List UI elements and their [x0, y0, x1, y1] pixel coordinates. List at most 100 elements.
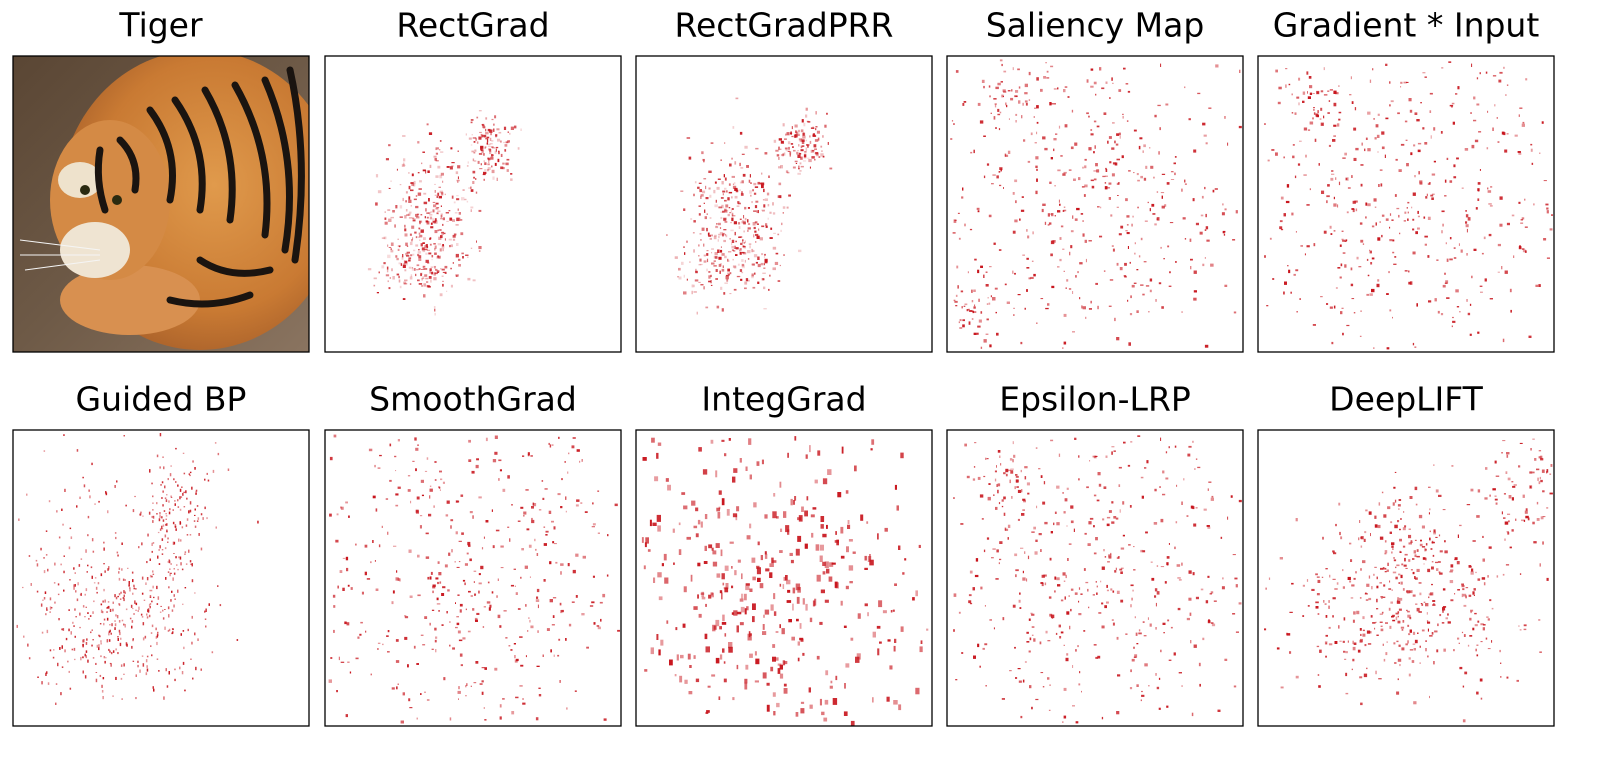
saliency-dot [497, 138, 501, 142]
saliency-dot [417, 251, 422, 254]
saliency-dot [355, 543, 357, 546]
saliency-dot [119, 598, 122, 600]
saliency-dot [764, 152, 768, 155]
saliency-dot [189, 560, 192, 563]
saliency-dot [473, 141, 476, 143]
saliency-dot [1054, 215, 1056, 217]
saliency-dot [1109, 161, 1112, 164]
saliency-dot [744, 259, 746, 263]
saliency-dot [724, 587, 729, 593]
saliency-dot [150, 632, 153, 634]
saliency-dot [478, 153, 483, 155]
saliency-dot [1385, 63, 1388, 66]
saliency-dot [707, 232, 710, 236]
saliency-dot [724, 187, 727, 190]
saliency-dot [1497, 243, 1501, 247]
saliency-dot [1070, 588, 1074, 591]
saliency-dot [1154, 488, 1157, 492]
saliency-dot [1011, 89, 1013, 92]
saliency-dot [103, 622, 105, 626]
saliency-dot [333, 434, 337, 438]
saliency-dot [973, 332, 977, 335]
saliency-dot [1192, 440, 1194, 443]
saliency-dot [63, 434, 65, 436]
saliency-dot [1324, 603, 1327, 605]
saliency-dot [768, 288, 770, 291]
saliency-dot [1295, 231, 1297, 233]
saliency-dot [1533, 203, 1535, 206]
saliency-dot [1343, 650, 1346, 653]
saliency-dot [1233, 311, 1237, 314]
saliency-dot [789, 552, 793, 556]
saliency-dot [1317, 613, 1320, 615]
saliency-dot [1398, 582, 1400, 584]
saliency-dot [175, 528, 177, 531]
saliency-dot [402, 254, 404, 258]
saliency-dot [522, 455, 525, 457]
saliency-dot [703, 260, 707, 263]
saliency-dot [795, 548, 800, 556]
saliency-dot [560, 610, 563, 614]
saliency-dot [1454, 558, 1458, 561]
panel-title: SmoothGrad [369, 380, 577, 419]
saliency-dot [1268, 577, 1271, 580]
saliency-dot [1178, 672, 1182, 674]
saliency-dot [1312, 324, 1316, 326]
saliency-dot [724, 282, 728, 284]
saliency-dot [1110, 552, 1112, 556]
saliency-dot [78, 564, 81, 567]
saliency-dot [1096, 169, 1100, 173]
saliency-dot [427, 246, 429, 249]
saliency-dot [76, 598, 79, 602]
saliency-dot [1142, 293, 1145, 296]
saliency-dot [1170, 626, 1173, 629]
saliency-dot [384, 217, 387, 220]
saliency-dot [1101, 625, 1105, 629]
saliency-dot [999, 558, 1002, 561]
saliency-dot [497, 614, 501, 619]
saliency-dot [805, 107, 808, 111]
saliency-dot [1518, 625, 1520, 627]
saliency-dot [1383, 584, 1386, 587]
saliency-dot [1433, 529, 1436, 533]
saliency-dot [1069, 251, 1071, 256]
saliency-dot [1533, 541, 1537, 544]
saliency-dot [1140, 284, 1144, 286]
saliency-dot [1210, 622, 1214, 624]
saliency-dot [1400, 518, 1402, 520]
saliency-dot [1352, 646, 1356, 651]
saliency-dot [819, 621, 823, 625]
saliency-dot [204, 506, 206, 510]
saliency-dot [1116, 337, 1120, 341]
saliency-dot [1040, 475, 1043, 478]
saliency-dot [708, 271, 711, 273]
saliency-dot [146, 616, 149, 619]
saliency-dot [1484, 278, 1487, 282]
saliency-dot [1342, 569, 1344, 572]
saliency-dot [1111, 446, 1115, 448]
saliency-dot [397, 248, 400, 251]
saliency-dot [440, 478, 443, 481]
saliency-dot [1401, 629, 1404, 631]
saliency-dot [1181, 501, 1183, 505]
saliency-dot [214, 442, 217, 444]
saliency-dot [82, 476, 84, 479]
saliency-dot [390, 180, 392, 182]
saliency-dot [396, 570, 398, 573]
saliency-dot [1353, 312, 1356, 314]
saliency-dot [1187, 453, 1191, 457]
saliency-dot [686, 240, 688, 243]
saliency-dot [1453, 649, 1455, 652]
saliency-dot [1111, 245, 1114, 247]
saliency-dot [716, 507, 720, 512]
saliency-dot [698, 264, 702, 266]
saliency-dot [1382, 643, 1384, 646]
saliency-dot [709, 217, 712, 219]
saliency-dot [1299, 298, 1301, 300]
saliency-dot [1479, 169, 1481, 171]
saliency-dot [1123, 67, 1126, 70]
saliency-dot [691, 284, 694, 288]
saliency-dot [445, 212, 449, 214]
saliency-dot [487, 157, 489, 160]
saliency-dot [715, 543, 720, 548]
